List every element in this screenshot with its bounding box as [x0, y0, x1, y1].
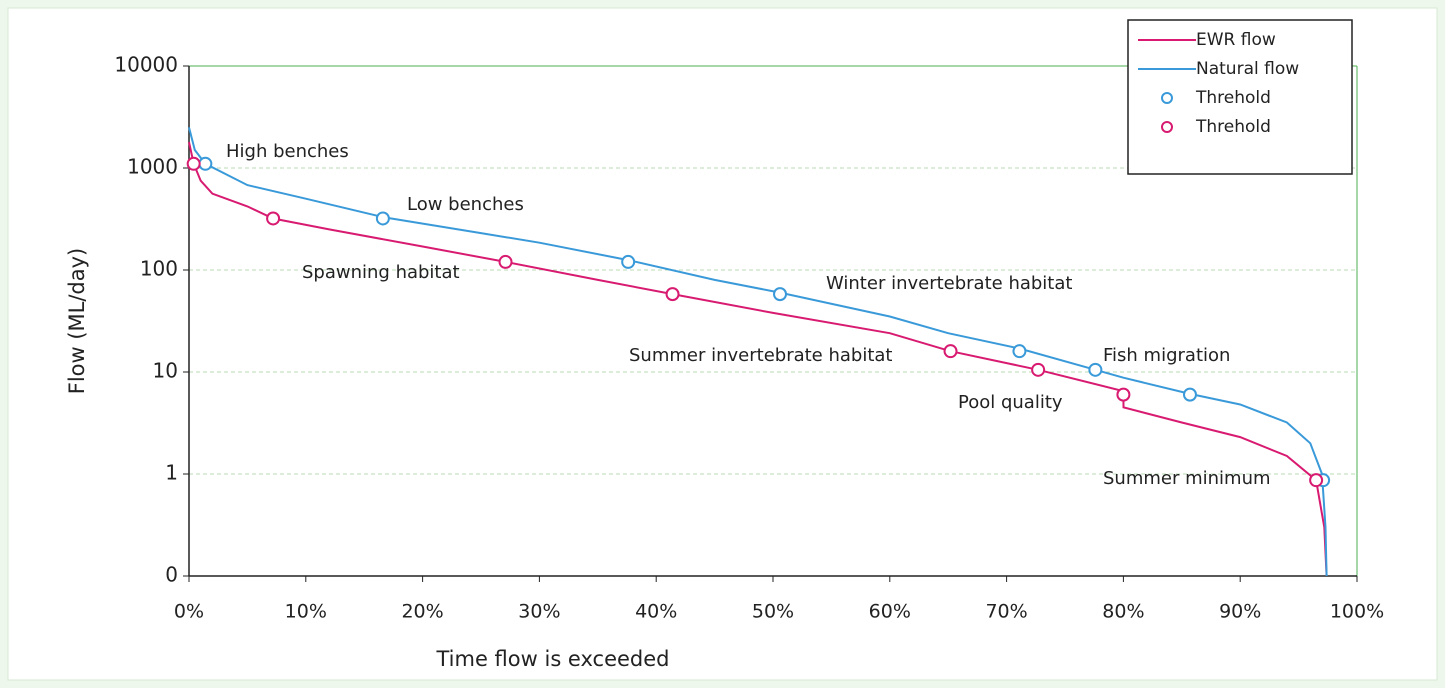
threshold-point: [1116, 387, 1131, 402]
x-tick-label: 80%: [1102, 601, 1144, 623]
threshold-point: [665, 287, 680, 302]
threshold-point: [1012, 344, 1027, 359]
y-axis-title: Flow (ML/day): [65, 248, 89, 395]
y-tick-label: 0: [165, 563, 178, 587]
threshold-point: [375, 211, 390, 226]
threshold-point: [621, 254, 636, 269]
series-line: [188, 141, 1328, 577]
x-tick-label: 90%: [1219, 601, 1261, 623]
legend-marker: [1161, 121, 1173, 133]
y-tick-label: 10: [153, 359, 178, 383]
legend-label: Threhold: [1195, 88, 1271, 108]
x-tick-label: 20%: [401, 601, 443, 623]
legend-marker: [1161, 92, 1173, 104]
x-axis-title: Time flow is exceeded: [435, 647, 669, 671]
legend: EWR flow Natural flow Threhold Threhold: [1127, 19, 1353, 175]
threshold-point: [1088, 362, 1103, 377]
annotation: Summer minimum: [1103, 468, 1271, 489]
threshold-point: [1182, 387, 1197, 402]
threshold-point: [943, 344, 958, 359]
annotation: Pool quality: [958, 392, 1063, 413]
annotation: Summer invertebrate habitat: [629, 345, 893, 366]
x-tick-label: 70%: [985, 601, 1027, 623]
series-line: [188, 127, 1328, 577]
annotation: Winter invertebrate habitat: [826, 273, 1072, 294]
annotation: Spawning habitat: [302, 262, 460, 283]
x-tick-label: 0%: [174, 601, 204, 623]
y-tick-label: 1: [165, 461, 178, 485]
y-tick-label: 100: [140, 257, 178, 281]
threshold-point: [1309, 473, 1324, 488]
threshold-point: [498, 254, 513, 269]
y-tick-label: 1000: [127, 155, 178, 179]
x-tick-label: 100%: [1330, 601, 1384, 623]
x-tick-label: 40%: [635, 601, 677, 623]
legend-label: Threhold: [1195, 117, 1271, 137]
x-tick-label: 30%: [518, 601, 560, 623]
threshold-point: [198, 156, 213, 171]
annotation: High benches: [226, 141, 349, 162]
annotation: Low benches: [407, 194, 524, 215]
annotation: Fish migration: [1103, 345, 1230, 366]
legend-label: EWR flow: [1196, 30, 1276, 50]
x-tick-label: 60%: [869, 601, 911, 623]
threshold-point: [266, 211, 281, 226]
threshold-point: [773, 287, 788, 302]
legend-label: Natural flow: [1196, 59, 1299, 79]
x-tick-label: 10%: [285, 601, 327, 623]
x-tick-label: 50%: [752, 601, 794, 623]
threshold-point: [1031, 362, 1046, 377]
threshold-point: [186, 156, 201, 171]
y-tick-label: 10000: [114, 53, 178, 77]
